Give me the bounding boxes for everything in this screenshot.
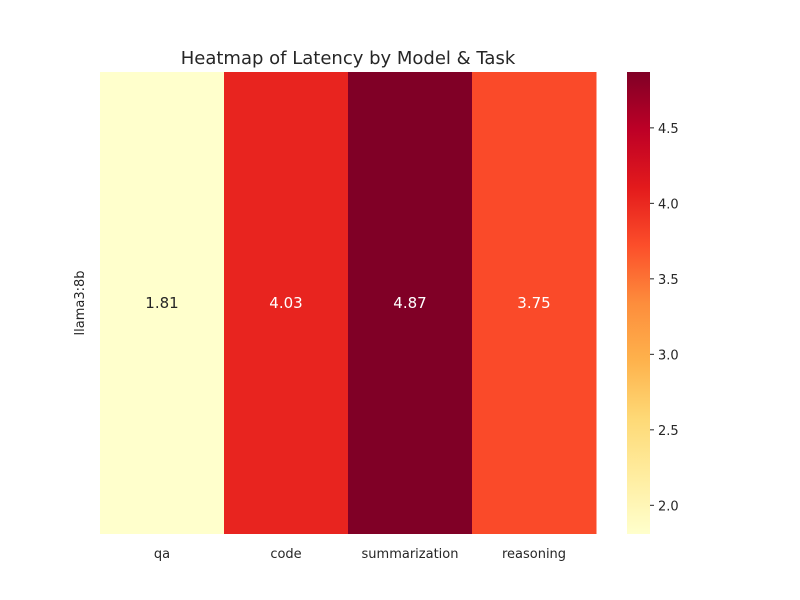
x-axis-ticks: qa code summarization reasoning — [154, 547, 566, 562]
colorbar-tick-label: 4.5 — [658, 122, 679, 137]
colorbar-ticks: 2.0 2.5 3.0 3.5 4.0 4.5 — [650, 122, 679, 514]
chart-title: Heatmap of Latency by Model & Task — [181, 48, 516, 69]
heatmap-cell — [100, 72, 225, 534]
colorbar-tick-label: 2.5 — [658, 424, 679, 439]
cell-value-label: 1.81 — [145, 294, 178, 312]
y-axis-ticks: llama3:8b — [73, 271, 88, 336]
heatmap-cell — [472, 72, 597, 534]
x-tick-label: summarization — [362, 547, 459, 562]
x-tick-label: qa — [154, 547, 170, 562]
x-tick-label: code — [270, 547, 301, 562]
colorbar: 2.0 2.5 3.0 3.5 4.0 4.5 — [627, 72, 679, 534]
x-tick-label: reasoning — [502, 547, 566, 562]
colorbar-tick-label: 4.0 — [658, 197, 679, 212]
heatmap-cells: 1.81 4.03 4.87 3.75 — [100, 72, 597, 534]
cell-value-label: 3.75 — [517, 294, 550, 312]
colorbar-tick-label: 2.0 — [658, 499, 679, 514]
cell-value-label: 4.87 — [393, 294, 426, 312]
heatmap-cell — [348, 72, 473, 534]
colorbar-gradient — [627, 72, 650, 534]
cell-value-label: 4.03 — [269, 294, 302, 312]
colorbar-tick-label: 3.5 — [658, 273, 679, 288]
heatmap-cell — [224, 72, 349, 534]
y-tick-label: llama3:8b — [73, 271, 88, 336]
colorbar-tick-label: 3.0 — [658, 348, 679, 363]
